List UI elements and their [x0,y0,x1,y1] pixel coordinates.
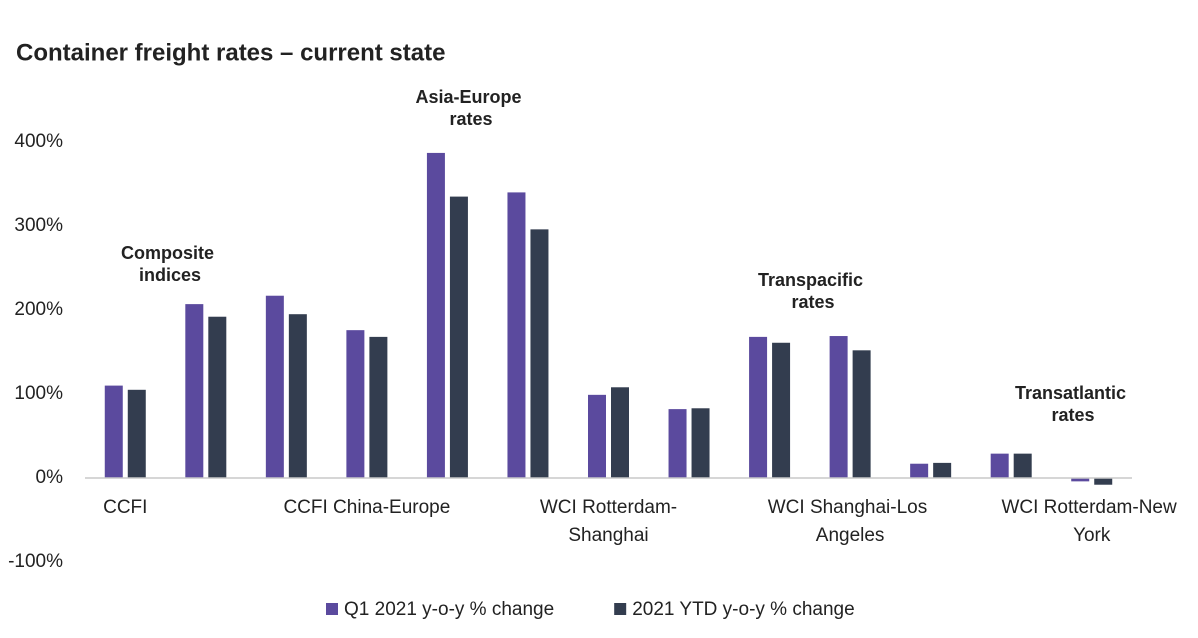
bar [588,394,606,478]
bar [127,389,146,478]
legend-swatch [326,603,338,615]
bar [449,196,468,478]
x-tick-label: WCI Rotterdam-Shanghai [540,497,677,546]
bar [208,316,227,478]
annotation: Transpacific rates [758,270,868,312]
legend-label: Q1 2021 y-o-y % change [344,599,554,620]
x-tick-label: WCI Rotterdam-New York [1001,497,1182,546]
y-tick-label: 0% [36,467,64,488]
bar [530,229,549,478]
bar [507,192,526,478]
y-tick-label: 200% [14,299,63,320]
bar [104,385,123,478]
bar [1071,478,1090,482]
bar [1094,478,1113,485]
bar [749,336,768,478]
bar [611,387,629,478]
annotation: Transatlantic rates [1015,383,1131,425]
bar [772,342,791,478]
bar [933,462,952,478]
bar [990,453,1009,478]
x-tick-label: CCFI [103,497,147,518]
bar [829,336,848,478]
y-tick-label: 400% [14,131,63,152]
bar [910,463,929,478]
bar [346,330,365,478]
y-tick-label: 100% [14,383,63,404]
bar [1013,453,1032,478]
bar [185,304,204,478]
annotation: Composite indices [121,243,219,285]
bar [369,336,388,478]
bar [265,295,284,478]
x-tick-label: CCFI China-Europe [283,497,450,518]
x-tick-label: WCI Shanghai-Los Angeles [768,497,933,546]
bar [691,408,710,478]
bar [426,152,445,479]
legend-swatch [614,603,627,615]
bar [288,314,307,478]
legend-label: 2021 YTD y-o-y % change [632,599,855,620]
y-tick-label: -100% [8,551,63,572]
bar [852,350,871,478]
bar [668,409,687,478]
y-tick-label: 300% [14,215,63,236]
chart-title: Container freight rates – current state [16,39,445,66]
annotation: Asia-Europe rates [415,87,526,129]
